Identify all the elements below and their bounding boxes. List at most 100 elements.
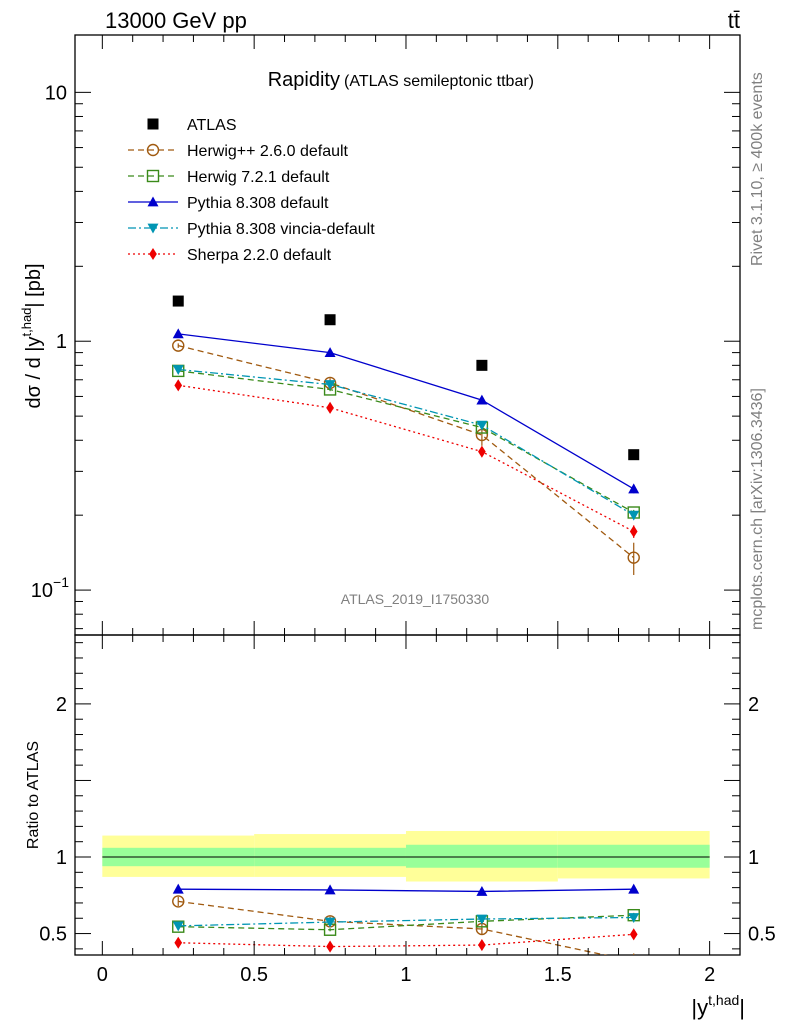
ratio-series-herwig-7-2-1-default <box>172 908 640 936</box>
legend-item: Pythia 8.308 vincia-default <box>128 221 375 238</box>
main-y-axis-label: dσ / d |yt,had| [pb] <box>19 263 45 408</box>
legend-marker <box>146 143 160 157</box>
data-point <box>324 380 336 391</box>
ratio-data-point <box>632 954 635 955</box>
ratio-data-point <box>628 913 640 923</box>
x-tick-label: 2 <box>704 964 715 986</box>
x-axis-label: |yt,had| <box>691 992 745 1020</box>
data-point <box>326 401 334 414</box>
ratio-panel <box>74 634 741 956</box>
ratio-data-point <box>174 936 183 949</box>
legend-label: Herwig++ 2.6.0 default <box>187 143 349 160</box>
analysis-watermark: ATLAS_2019_I1750330 <box>341 591 490 607</box>
legend-marker <box>147 223 159 234</box>
ratio-y-tick-label-left: 1 <box>56 847 67 869</box>
ratio-series-line <box>178 914 634 931</box>
legend-label: Pythia 8.308 default <box>187 195 329 212</box>
ratio-data-point <box>172 883 184 894</box>
data-point <box>476 420 488 431</box>
series-line <box>178 345 635 559</box>
side-rivet-label: Rivet 3.1.10, ≥ 400k events <box>749 72 766 266</box>
plot-title: Rapidity <box>268 69 340 91</box>
ratio-series-pythia-8-308-default <box>172 883 640 896</box>
legend-item: ATLAS <box>147 117 237 134</box>
ratio-data-point <box>629 928 638 941</box>
data-point <box>628 449 640 461</box>
ratio-data-point <box>628 883 640 894</box>
data-point <box>478 445 486 458</box>
data-point <box>627 551 640 564</box>
header-process-label: tt̄ <box>728 8 740 33</box>
main-panel <box>74 34 741 636</box>
data-point <box>172 328 184 339</box>
series-sherpa-2-2-0-default <box>174 379 638 538</box>
header-energy-label: 13000 GeV pp <box>105 8 247 33</box>
legend-item: Herwig 7.2.1 default <box>128 169 330 186</box>
ratio-data-point <box>324 917 336 928</box>
data-point <box>628 483 640 494</box>
data-point <box>172 295 184 307</box>
series-pythia-8-308-default <box>172 328 640 494</box>
ratio-series-line <box>178 888 634 893</box>
main-y-tick-exponent: −1 <box>53 574 69 590</box>
x-tick-label: 0.5 <box>240 964 268 986</box>
uncertainty-bands <box>102 830 710 882</box>
series-herwig-7-2-1-default <box>172 364 640 519</box>
legend-label: Sherpa 2.2.0 default <box>187 247 332 264</box>
ratio-data-point <box>172 920 185 933</box>
x-tick-label: 0 <box>97 964 108 986</box>
inner-band-bin <box>405 844 558 868</box>
ratio-series-line <box>178 916 634 927</box>
ratio-y-tick-label-left: 0.5 <box>39 924 67 946</box>
data-point <box>476 394 488 405</box>
series-line <box>178 333 635 490</box>
ratio-y-axis-label: Ratio to ATLAS <box>25 741 42 849</box>
legend-marker <box>149 247 157 261</box>
data-point <box>629 525 638 538</box>
legend-label: ATLAS <box>187 117 237 134</box>
main-y-tick-label: 1 <box>56 331 67 353</box>
legend: ATLAS Herwig++ 2.6.0 default Herwig 7.2.1 … <box>128 117 375 264</box>
legend-label: Pythia 8.308 vincia-default <box>187 221 375 238</box>
legend-marker <box>147 196 159 207</box>
data-point <box>172 339 185 352</box>
ratio-frame <box>74 634 741 956</box>
ratio-data-point <box>172 895 185 908</box>
legend-marker <box>146 169 160 183</box>
ratio-data-point <box>172 921 184 932</box>
ratio-data-point <box>476 885 488 896</box>
series-atlas <box>172 295 640 461</box>
ratio-y-tick-label-right: 1 <box>748 847 759 869</box>
plot-subtitle: (ATLAS semileptonic ttbar) <box>344 73 534 90</box>
series-line <box>178 370 635 514</box>
ratio-y-tick-label-left: 2 <box>56 694 67 716</box>
main-y-tick-label: 10 <box>45 82 67 104</box>
ratio-y-tick-label-right: 0.5 <box>748 924 776 946</box>
x-tick-label: 1.5 <box>544 964 572 986</box>
ratio-series-pythia-8-308-vincia-default <box>172 913 640 932</box>
data-point <box>324 314 336 326</box>
x-tick-label: 1 <box>400 964 411 986</box>
series-line <box>178 368 635 516</box>
ratio-data-point <box>478 938 486 952</box>
ratio-data-point <box>476 914 488 925</box>
legend-item: Sherpa 2.2.0 default <box>128 247 332 264</box>
ratio-series-herwig-2-6-0-default <box>172 895 635 955</box>
legend-item: Pythia 8.308 default <box>128 195 329 212</box>
ratio-y-tick-label-right: 2 <box>748 694 759 716</box>
series-line <box>178 384 635 533</box>
legend-item: Herwig++ 2.6.0 default <box>128 143 349 160</box>
side-mcplots-label: mcplots.cern.ch [arXiv:1306.3436] <box>749 388 766 630</box>
data-point <box>172 365 184 375</box>
data-point <box>628 510 640 521</box>
series-pythia-8-308-vincia-default <box>172 365 640 521</box>
legend-marker <box>147 118 159 130</box>
data-point <box>174 379 183 392</box>
ratio-data-point <box>326 940 334 953</box>
data-point <box>324 347 336 358</box>
ratio-data-point <box>324 884 336 895</box>
legend-label: Herwig 7.2.1 default <box>187 169 330 186</box>
main-y-tick-label: 10 <box>31 580 53 602</box>
inner-band-bin <box>557 844 710 868</box>
